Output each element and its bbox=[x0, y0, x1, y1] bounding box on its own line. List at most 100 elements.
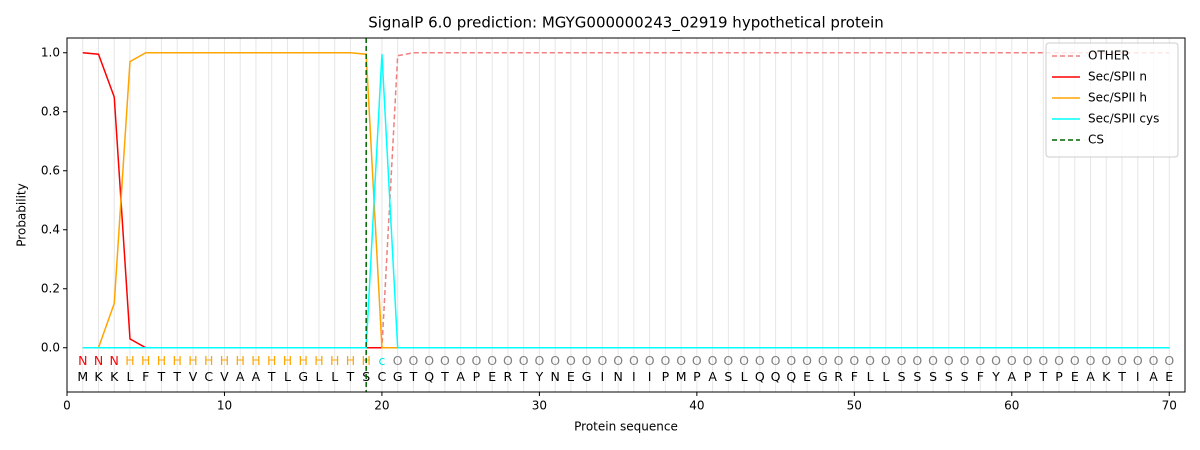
residue: T bbox=[157, 369, 166, 384]
residue: S bbox=[913, 369, 921, 384]
legend-label: Sec/SPII h bbox=[1088, 91, 1147, 105]
residue-label: O bbox=[613, 353, 623, 368]
residue-label: O bbox=[1023, 353, 1033, 368]
x-tick-label: 30 bbox=[532, 399, 547, 413]
residue: E bbox=[567, 369, 575, 384]
residue-label: O bbox=[503, 353, 513, 368]
residue-label: N bbox=[78, 353, 87, 368]
residue: F bbox=[142, 369, 149, 384]
residue: F bbox=[977, 369, 984, 384]
residue-label: O bbox=[1070, 353, 1080, 368]
residue-label: O bbox=[1133, 353, 1143, 368]
residue-label: H bbox=[267, 353, 276, 368]
residue: A bbox=[252, 369, 261, 384]
residue-label: O bbox=[597, 353, 607, 368]
residue-label: H bbox=[173, 353, 182, 368]
residue-label: N bbox=[110, 353, 119, 368]
residue-label: H bbox=[314, 353, 323, 368]
residue: M bbox=[676, 369, 687, 384]
residue: S bbox=[724, 369, 732, 384]
residue-label: H bbox=[283, 353, 292, 368]
residue: T bbox=[267, 369, 276, 384]
x-tick-label: 40 bbox=[689, 399, 704, 413]
residue-label: O bbox=[424, 353, 434, 368]
residue: L bbox=[882, 369, 889, 384]
residue-label: H bbox=[125, 353, 134, 368]
residue: A bbox=[236, 369, 245, 384]
residue: Q bbox=[786, 369, 796, 384]
residue-label: H bbox=[236, 353, 245, 368]
residue: G bbox=[393, 369, 403, 384]
residue: E bbox=[803, 369, 811, 384]
residue: P bbox=[1055, 369, 1063, 384]
residue: C bbox=[204, 369, 213, 384]
residue-label: O bbox=[723, 353, 733, 368]
residue: L bbox=[867, 369, 874, 384]
residue-label: H bbox=[220, 353, 229, 368]
residue-label: O bbox=[1007, 353, 1017, 368]
residue-label: O bbox=[739, 353, 749, 368]
residue: R bbox=[834, 369, 843, 384]
residue: S bbox=[898, 369, 906, 384]
residue: G bbox=[818, 369, 828, 384]
residue-label: O bbox=[550, 353, 560, 368]
residue: L bbox=[331, 369, 338, 384]
residue-label: O bbox=[487, 353, 497, 368]
residue-label: O bbox=[865, 353, 875, 368]
residue: P bbox=[1024, 369, 1032, 384]
x-axis-label: Protein sequence bbox=[574, 420, 678, 434]
residue-label: O bbox=[991, 353, 1001, 368]
residue-label: O bbox=[802, 353, 812, 368]
x-tick-label: 20 bbox=[374, 399, 389, 413]
residue: C bbox=[378, 369, 387, 384]
residue: A bbox=[708, 369, 717, 384]
residue: P bbox=[662, 369, 670, 384]
residue-label: O bbox=[629, 353, 639, 368]
residue-label: O bbox=[582, 353, 592, 368]
x-tick-label: 60 bbox=[1004, 399, 1019, 413]
residue-label: O bbox=[818, 353, 828, 368]
residue: A bbox=[456, 369, 465, 384]
residue: R bbox=[504, 369, 513, 384]
residue: L bbox=[284, 369, 291, 384]
residue-label: O bbox=[786, 353, 796, 368]
y-tick-label: 0.2 bbox=[41, 281, 60, 295]
residue-label: O bbox=[771, 353, 781, 368]
y-tick-label: 0.8 bbox=[41, 104, 60, 118]
residue: G bbox=[582, 369, 592, 384]
residue: Q bbox=[424, 369, 434, 384]
residue-label: H bbox=[188, 353, 197, 368]
residue: V bbox=[220, 369, 229, 384]
residue-label: H bbox=[141, 353, 150, 368]
legend-label: OTHER bbox=[1088, 49, 1130, 63]
residue-label: H bbox=[346, 353, 355, 368]
chart-title: SignalP 6.0 prediction: MGYG000000243_02… bbox=[368, 14, 884, 33]
residue-label: O bbox=[471, 353, 481, 368]
legend-label: Sec/SPII cys bbox=[1088, 112, 1159, 126]
residue: Y bbox=[535, 369, 544, 384]
residue-label: N bbox=[94, 353, 103, 368]
residue: A bbox=[1149, 369, 1158, 384]
residue: T bbox=[440, 369, 449, 384]
x-tick-label: 0 bbox=[63, 399, 71, 413]
residue-label: O bbox=[456, 353, 466, 368]
residue-label: O bbox=[1086, 353, 1096, 368]
residue-label: H bbox=[251, 353, 260, 368]
series-line bbox=[82, 52, 1170, 349]
residue: I bbox=[632, 369, 636, 384]
residue: I bbox=[648, 369, 652, 384]
residue-label: O bbox=[1149, 353, 1159, 368]
residue-label: H bbox=[298, 353, 307, 368]
residue-label: O bbox=[708, 353, 718, 368]
residue-label: O bbox=[897, 353, 907, 368]
residue: E bbox=[1071, 369, 1079, 384]
y-tick-label: 0.0 bbox=[41, 340, 60, 354]
residue-label: O bbox=[660, 353, 670, 368]
x-tick-label: 10 bbox=[217, 399, 232, 413]
residue: I bbox=[1136, 369, 1140, 384]
series-line bbox=[82, 52, 1170, 349]
residue: Q bbox=[771, 369, 781, 384]
residue-label: c bbox=[378, 353, 385, 368]
residue-label: O bbox=[1101, 353, 1111, 368]
legend-box bbox=[1045, 42, 1179, 158]
